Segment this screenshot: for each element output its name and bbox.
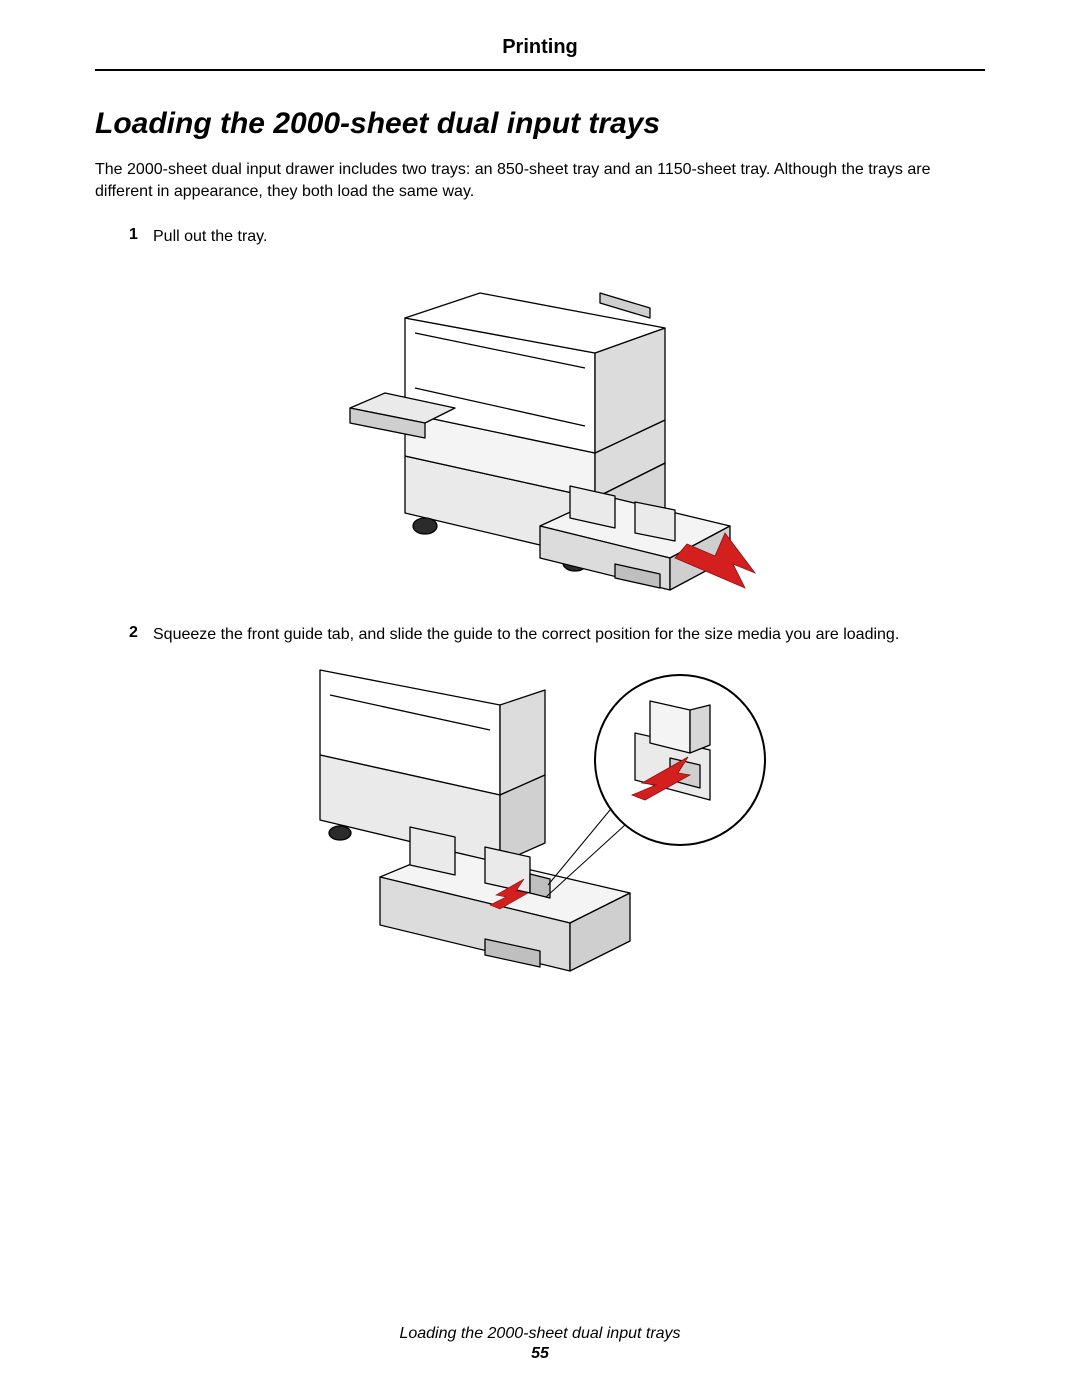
header-section-title: Printing (95, 36, 985, 59)
guide-tab-illustration-icon (290, 665, 790, 1005)
step-text: Pull out the tray. (153, 226, 267, 248)
footer-title: Loading the 2000-sheet dual input trays (0, 1325, 1080, 1343)
callout-circle (595, 675, 765, 845)
step-2: 2 Squeeze the front guide tab, and slide… (129, 624, 985, 646)
page-footer: Loading the 2000-sheet dual input trays … (0, 1325, 1080, 1363)
footer-page-number: 55 (0, 1345, 1080, 1363)
intro-paragraph: The 2000-sheet dual input drawer include… (95, 159, 985, 202)
figure-guide-tab (290, 665, 790, 1005)
figure-printer-pull-tray (315, 258, 765, 598)
step-number: 1 (129, 226, 153, 244)
document-page: Printing Loading the 2000-sheet dual inp… (0, 0, 1080, 1397)
header-divider (95, 69, 985, 71)
page-heading: Loading the 2000-sheet dual input trays (95, 107, 985, 141)
printer-illustration-icon (315, 258, 765, 598)
step-1: 1 Pull out the tray. (129, 226, 985, 248)
step-number: 2 (129, 624, 153, 642)
step-text: Squeeze the front guide tab, and slide t… (153, 624, 899, 646)
